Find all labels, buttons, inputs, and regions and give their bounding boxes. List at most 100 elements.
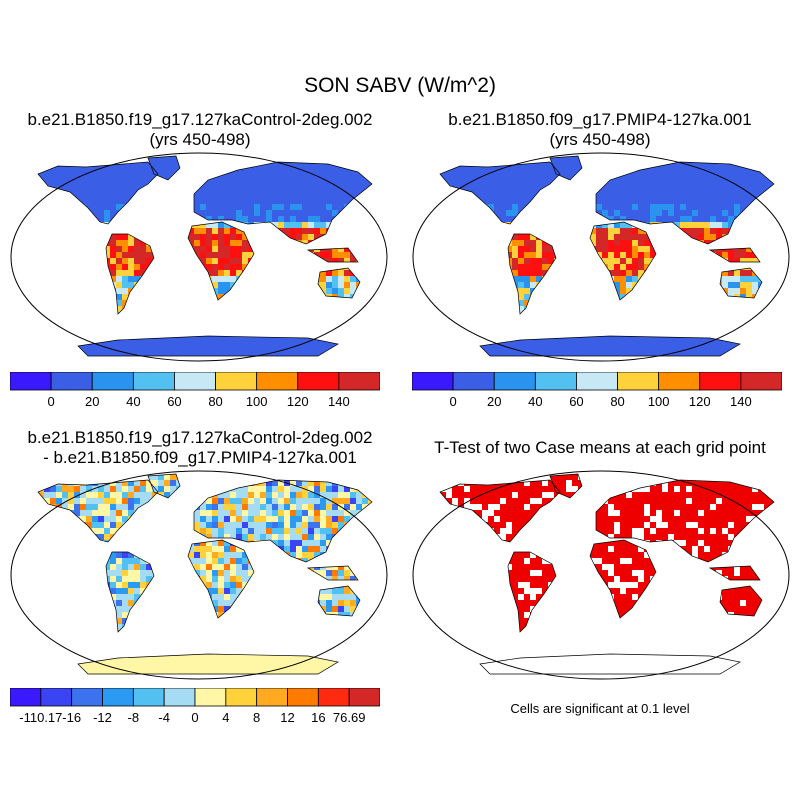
coastline-eurasia	[595, 161, 775, 245]
difference-case-a: b.e21.B1850.f19_g17.127kaControl-2deg.00…	[27, 428, 373, 447]
coastline-australia	[317, 585, 361, 617]
colorbar-swatch	[102, 688, 134, 707]
colorbar-swatch	[256, 688, 288, 707]
control-sabv-map	[10, 152, 388, 362]
coastline-antarctica	[479, 653, 741, 675]
coastline-africa	[589, 221, 657, 301]
colorbar-tick-label: 0	[47, 394, 54, 409]
colorbar-tick-label: 60	[569, 394, 583, 409]
pmip-case-name: b.e21.B1850.f09_g17.PMIP4-127ka.001	[448, 110, 752, 129]
colorbar-swatch	[297, 372, 340, 391]
colorbar-tick-label: 20	[85, 394, 99, 409]
coastline-south-america	[507, 233, 557, 315]
coastline-north-america	[37, 161, 159, 225]
difference-colorbar: -110.17 -16 -12 -8 -4 0 4 8 12 16 76.69	[10, 688, 380, 725]
colorbar-tick-label: 80	[208, 394, 222, 409]
colorbar-swatch	[493, 372, 536, 391]
colorbar-tick-label: 100	[648, 394, 670, 409]
pmip-colorbar: 0 20 40 60 80 100 120 140	[412, 372, 782, 409]
pmip-years: (yrs 450-498)	[549, 130, 651, 149]
colorbar-swatch	[256, 372, 299, 391]
colorbar-swatch	[194, 688, 227, 707]
colorbar-swatch	[699, 372, 742, 391]
colorbar-tick-label: -110.17	[19, 710, 62, 725]
coastline-australia	[317, 267, 361, 299]
coastline-north-america	[439, 161, 561, 225]
colorbar-swatch	[338, 372, 380, 391]
colorbar-tick-label: 40	[528, 394, 542, 409]
colorbar-tick-label: -12	[93, 710, 112, 725]
colorbar-tick-label: 140	[328, 394, 350, 409]
coastline-north-america	[439, 479, 561, 543]
colorbar-swatch	[658, 372, 701, 391]
map-frame	[10, 470, 388, 680]
coastline-greenland	[549, 155, 583, 181]
coastline-maritime-asia	[708, 565, 761, 581]
coastline-south-america	[105, 551, 155, 633]
colorbar-swatch	[40, 688, 73, 707]
colorbar-swatch	[412, 372, 454, 391]
colorbar-swatch	[225, 688, 258, 707]
colorbar-tick-label: -4	[158, 710, 170, 725]
pmip-panel-title: b.e21.B1850.f09_g17.PMIP4-127ka.001 (yrs…	[400, 110, 800, 150]
colorbar-swatch	[348, 688, 380, 707]
colorbar-tick-label: 120	[287, 394, 309, 409]
colorbar-tick-label: 140	[730, 394, 752, 409]
coastline-antarctica	[77, 335, 339, 357]
colorbar-swatch	[452, 372, 495, 391]
coastline-australia	[719, 585, 763, 617]
colorbar-tick-label: -16	[62, 710, 81, 725]
colorbar-tick-label: 20	[487, 394, 501, 409]
control-years: (yrs 450-498)	[149, 130, 251, 149]
coastline-eurasia	[193, 161, 373, 245]
coastline-antarctica	[77, 653, 339, 675]
significance-note: Cells are significant at 0.1 level	[510, 701, 690, 716]
ttest-significance-map	[412, 470, 790, 680]
coastline-greenland	[147, 473, 181, 499]
colorbar-swatch	[91, 372, 134, 391]
coastline-maritime-asia	[708, 247, 761, 263]
coastline-eurasia	[595, 479, 775, 563]
colorbar-tick-label: 8	[253, 710, 260, 725]
figure-title: SON SABV (W/m^2)	[304, 74, 496, 97]
coastline-africa	[187, 221, 255, 301]
map-frame	[412, 152, 790, 362]
colorbar-swatch	[10, 372, 52, 391]
coastline-maritime-asia	[306, 565, 359, 581]
colorbar-tick-label: -8	[128, 710, 140, 725]
difference-sabv-map	[10, 470, 388, 680]
colorbar-tick-label: 0	[191, 710, 198, 725]
colorbar-tick-label: 4	[222, 710, 229, 725]
colorbar-swatch	[740, 372, 782, 391]
map-frame	[10, 152, 388, 362]
colorbar-tick-label: 100	[246, 394, 268, 409]
colorbar-swatch	[10, 688, 42, 707]
colorbar-tick-label: 40	[126, 394, 140, 409]
colorbar-tick-label: 0	[449, 394, 456, 409]
colorbar-swatch	[317, 688, 350, 707]
coastline-greenland	[549, 473, 583, 499]
coastline-australia	[719, 267, 763, 299]
control-panel-title: b.e21.B1850.f19_g17.127kaControl-2deg.00…	[0, 110, 400, 150]
coastline-africa	[589, 539, 657, 619]
colorbar-swatch	[132, 372, 175, 391]
coastline-south-america	[105, 233, 155, 315]
difference-case-b: - b.e21.B1850.f09_g17.PMIP4-127ka.001	[43, 448, 357, 467]
coastline-africa	[187, 539, 255, 619]
coastline-maritime-asia	[306, 247, 359, 263]
colorbar-swatch	[576, 372, 618, 391]
coastline-eurasia	[193, 479, 373, 563]
coastline-antarctica	[479, 335, 741, 357]
colorbar-swatch	[287, 688, 319, 707]
coastline-south-america	[507, 551, 557, 633]
map-frame	[412, 470, 790, 680]
colorbar-tick-label: 16	[311, 710, 325, 725]
colorbar-swatch	[50, 372, 93, 391]
colorbar-swatch	[617, 372, 660, 391]
difference-panel-title: b.e21.B1850.f19_g17.127kaControl-2deg.00…	[0, 428, 400, 468]
pmip-sabv-map	[412, 152, 790, 362]
coastline-north-america	[37, 479, 159, 543]
colorbar-swatch	[163, 688, 196, 707]
colorbar-tick-label: 60	[167, 394, 181, 409]
colorbar-swatch	[132, 688, 165, 707]
